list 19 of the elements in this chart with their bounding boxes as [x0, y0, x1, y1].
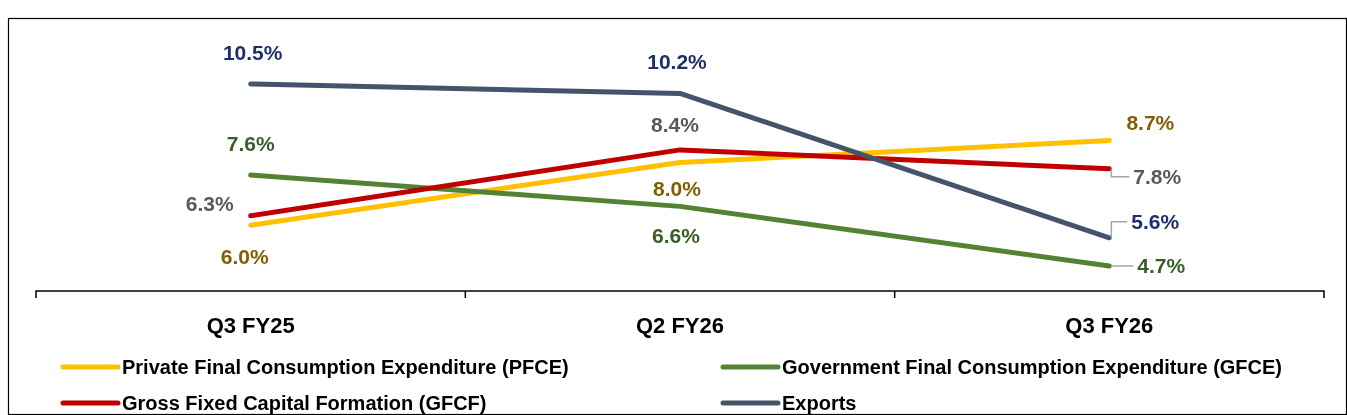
legend-label: Private Final Consumption Expenditure (PFCE) [122, 356, 569, 378]
data-label: 10.5% [222, 41, 283, 65]
data-label: 5.6% [1131, 210, 1180, 234]
legend-label: Government Final Consumption Expenditure (GFCE) [782, 356, 1283, 378]
x-tick-label: Q3 FY25 [206, 313, 295, 338]
data-label: 7.8% [1133, 165, 1182, 189]
data-label: 8.4% [651, 113, 700, 137]
data-label: 6.6% [652, 223, 701, 247]
data-label: 7.6% [226, 132, 275, 156]
data-label: 6.0% [220, 244, 269, 268]
data-label: 4.7% [1137, 254, 1186, 278]
legend-label: Exports [782, 392, 857, 414]
legend-label: Gross Fixed Capital Formation (GFCF) [122, 392, 487, 414]
data-label: 10.2% [647, 49, 708, 73]
x-tick-label: Q3 FY26 [1065, 313, 1154, 338]
data-label: 6.3% [185, 192, 234, 216]
data-label: 8.0% [653, 176, 702, 200]
x-tick-label: Q2 FY26 [635, 313, 725, 338]
data-label: 8.7% [1126, 110, 1175, 134]
